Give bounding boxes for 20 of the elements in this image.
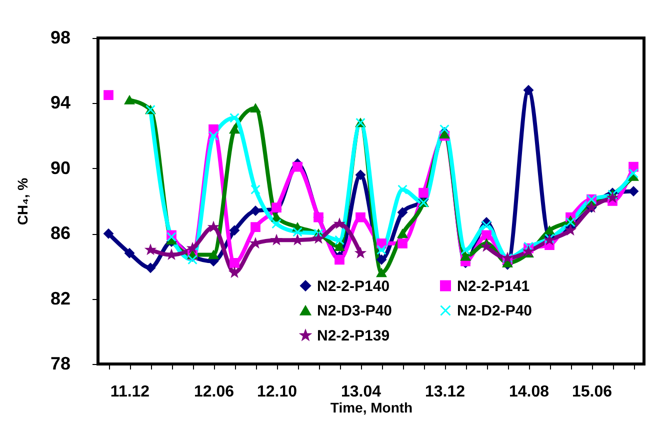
y-axis-title: CH₄, % [14,177,30,226]
y-tick-label: 86 [50,223,70,244]
legend-label: N2-2-P140 [317,278,390,295]
x-tick-label: 15.06 [572,384,612,400]
y-tick-label: 98 [50,28,70,48]
legend-label: N2-D2-P40 [457,302,532,320]
y-tick-label: 82 [50,288,70,308]
legend-label: N2-2-P139 [317,328,390,344]
x-tick-label: 13.04 [340,384,382,400]
x-axis-title: Time, Month [330,400,413,416]
y-tick-label: 78 [50,354,70,374]
legend-label: N2-2-P141 [457,278,530,295]
x-tick-label: 14.08 [508,384,550,400]
x-tick-label: 11.12 [110,384,150,400]
legend-label: N2-D3-P40 [317,302,392,320]
x-tick-label: 13.12 [424,384,466,400]
y-tick-label: 90 [50,158,70,178]
x-tick-label: 12.06 [194,384,234,400]
x-tick-label: 12.10 [256,384,298,400]
y-tick-label: 94 [50,92,70,113]
